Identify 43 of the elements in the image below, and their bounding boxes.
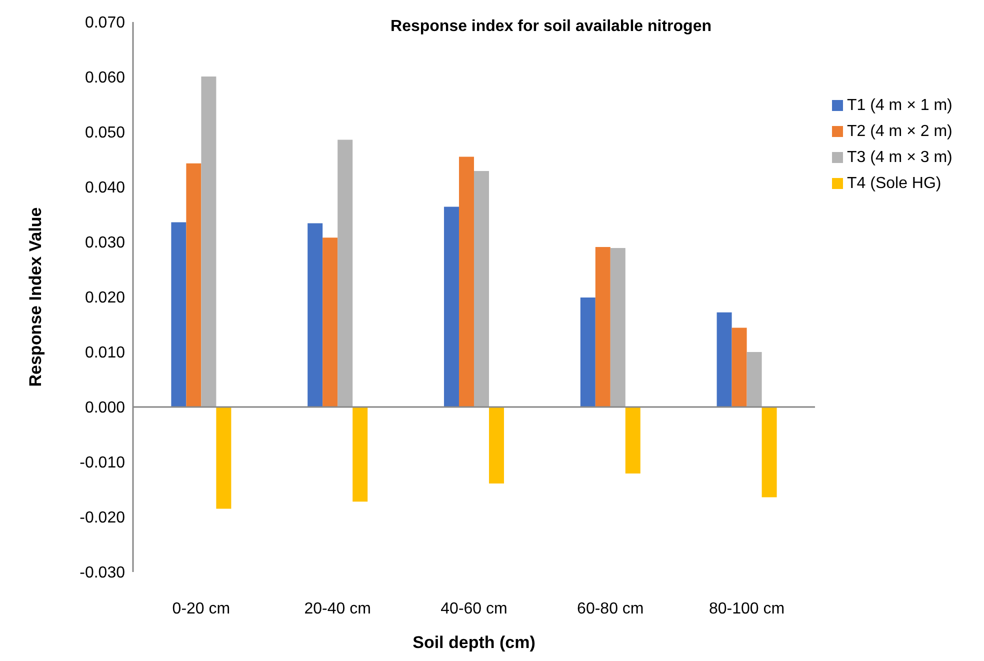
legend-label: T1 (4 m × 1 m)	[847, 97, 952, 114]
y-tick-label: -0.020	[80, 510, 126, 527]
bar	[488, 407, 504, 484]
bar	[458, 156, 474, 407]
y-tick-label: 0.070	[84, 14, 126, 32]
legend-label: T4 (Sole HG)	[847, 175, 942, 192]
bar	[171, 222, 186, 407]
bar	[716, 312, 732, 407]
bar	[595, 246, 610, 407]
x-axis-title: Soil depth (cm)	[412, 633, 536, 652]
bar	[444, 206, 459, 407]
y-tick-label: 0.030	[84, 234, 126, 252]
x-tick-label: 0-20 cm	[172, 600, 230, 618]
y-tick-label: 0.050	[84, 124, 126, 142]
bar	[308, 223, 323, 407]
legend-label: T2 (4 m × 2 m)	[847, 123, 952, 140]
x-tick-label: 60-80 cm	[577, 600, 644, 618]
bar	[746, 352, 762, 407]
bar	[610, 248, 626, 407]
y-tick-label: 0.060	[84, 70, 126, 87]
bar	[201, 76, 216, 407]
bar	[216, 407, 232, 509]
bar	[762, 407, 777, 498]
y-tick-label: -0.010	[80, 454, 126, 472]
y-tick-label: 0.000	[84, 400, 126, 417]
bar	[580, 298, 596, 407]
y-axis-title: Response Index Value	[26, 207, 46, 387]
bar	[732, 328, 747, 407]
bar	[338, 140, 353, 407]
bar	[352, 407, 368, 502]
y-tick-label: -0.030	[80, 564, 126, 582]
chart-title: Response index for soil available nitrogen	[390, 18, 712, 35]
bar	[625, 407, 640, 474]
x-tick-label: 20-40 cm	[304, 600, 371, 618]
legend-label: T3 (4 m × 3 m)	[847, 149, 952, 166]
x-tick-label: 40-60 cm	[440, 600, 508, 618]
bar	[474, 171, 489, 407]
y-tick-label: 0.010	[84, 344, 126, 362]
bar	[186, 163, 202, 407]
bar	[322, 238, 338, 407]
y-tick-label: 0.040	[84, 180, 126, 197]
y-tick-label: 0.020	[84, 290, 126, 307]
x-tick-label: 80-100 cm	[709, 600, 785, 618]
